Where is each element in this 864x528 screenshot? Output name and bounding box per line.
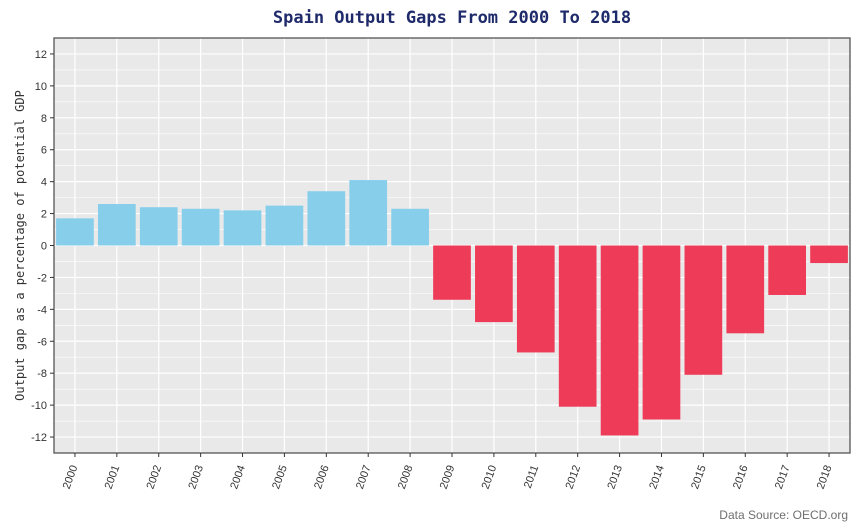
bar-2008 [391, 208, 429, 246]
bar-2014 [642, 245, 681, 420]
y-tick-label: 8 [41, 113, 47, 125]
y-axis-title: Output gap as a percentage of potential … [13, 90, 27, 401]
y-tick-label: 12 [35, 49, 47, 61]
bar-2000 [56, 218, 94, 246]
x-tick-label: 2009 [438, 464, 458, 491]
x-tick-label: 2002 [145, 464, 165, 491]
x-tick-label: 2003 [186, 464, 206, 491]
x-tick-label: 2000 [61, 464, 81, 491]
y-tick-label: -6 [37, 336, 47, 348]
bar-2003 [181, 208, 220, 246]
y-tick-label: -4 [37, 304, 47, 316]
bar-2017 [768, 245, 807, 295]
x-tick-label: 2011 [522, 464, 541, 490]
x-tick-label: 2001 [103, 464, 123, 491]
bar-2002 [139, 207, 178, 246]
y-tick-label: 2 [41, 209, 47, 221]
x-tick-label: 2015 [689, 464, 709, 491]
y-tick-label: 4 [41, 177, 47, 189]
bar-2004 [223, 210, 262, 246]
bar-2016 [726, 245, 765, 334]
x-tick-label: 2016 [731, 464, 751, 491]
x-tick-label: 2006 [312, 464, 332, 491]
chart-title: Spain Output Gaps From 2000 To 2018 [272, 8, 632, 28]
y-tick-label: -2 [37, 272, 47, 284]
bar-2006 [307, 191, 346, 246]
bar-2001 [97, 204, 136, 246]
x-tick-label: 2014 [647, 464, 667, 491]
x-tick-label: 2012 [563, 464, 583, 491]
y-tick-label: 0 [41, 241, 47, 253]
x-tick-label: 2007 [354, 464, 374, 491]
bar-2007 [349, 180, 388, 246]
bar-2018 [810, 245, 848, 264]
x-tick-label: 2004 [228, 464, 248, 491]
bars [56, 180, 848, 436]
bar-2009 [433, 245, 471, 300]
x-tick-label: 2008 [396, 464, 416, 491]
bar-2010 [475, 245, 513, 323]
y-tick-label: 6 [41, 145, 47, 157]
y-tick-label: -8 [37, 368, 47, 380]
x-tick-label: 2018 [815, 464, 835, 491]
bar-2012 [558, 245, 597, 407]
x-tick-label: 2010 [480, 464, 500, 491]
x-tick-label: 2017 [773, 464, 793, 491]
y-tick-label: 10 [35, 81, 47, 93]
bar-2015 [684, 245, 723, 375]
bar-2005 [265, 205, 304, 246]
y-tick-label: -10 [31, 400, 47, 412]
data-source-caption: Data Source: OECD.org [719, 508, 848, 522]
y-tick-label: -12 [31, 432, 47, 444]
x-tick-label: 2005 [270, 464, 290, 491]
x-tick-label: 2013 [605, 464, 625, 491]
bar-2011 [516, 245, 555, 353]
bar-2013 [600, 245, 639, 436]
